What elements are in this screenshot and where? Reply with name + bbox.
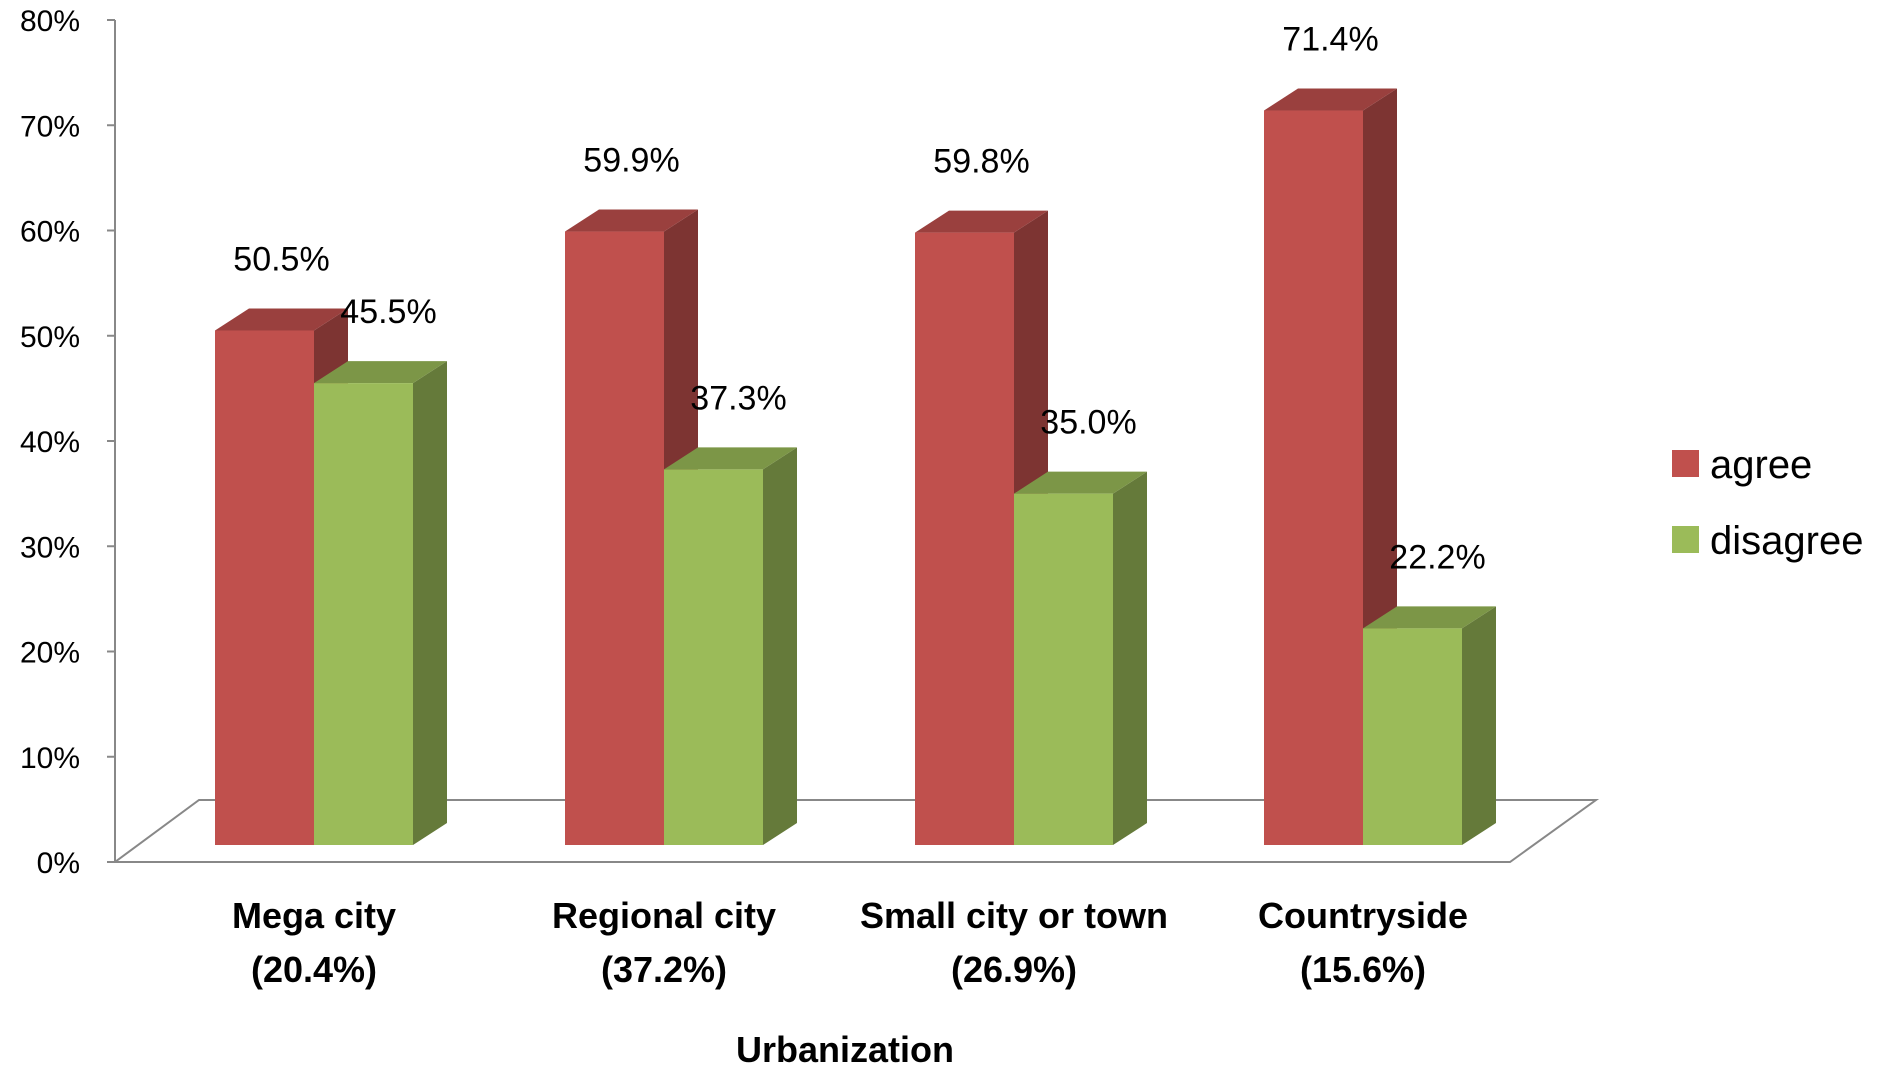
bar-agree <box>915 232 1014 846</box>
legend-label-agree: agree <box>1710 443 1812 487</box>
category-label: Countryside <box>1258 895 1468 936</box>
y-tick-label: 60% <box>20 216 80 249</box>
legend: agree disagree <box>1672 443 1863 563</box>
bar-disagree <box>314 383 413 845</box>
bar-top-disagree <box>1363 606 1496 629</box>
bar-disagree <box>1014 493 1113 845</box>
category-share-label: (26.9%) <box>951 949 1077 990</box>
bar-top-agree <box>1264 88 1397 111</box>
category-label: Small city or town <box>860 895 1168 936</box>
legend-label-disagree: disagree <box>1710 519 1863 563</box>
chart-floor <box>111 799 1600 863</box>
category-share-label: (15.6%) <box>1300 949 1426 990</box>
y-tick-label: 20% <box>20 637 80 670</box>
y-tick-label: 30% <box>20 531 80 564</box>
y-tick-label: 70% <box>20 110 80 143</box>
data-label-disagree: 35.0% <box>1040 404 1136 442</box>
bar-agree <box>1264 110 1363 845</box>
bar-disagree <box>664 469 763 845</box>
bar-agree <box>565 231 664 846</box>
category-label: Regional city <box>552 895 776 936</box>
x-axis-title: Urbanization <box>736 1029 954 1066</box>
bar-top-disagree <box>664 447 797 470</box>
legend-swatch-agree <box>1672 450 1699 477</box>
axes: 0% 10% 20% 30% 40% 50% 60% 70% 80% <box>20 5 116 880</box>
bar-side-disagree <box>763 447 797 845</box>
data-label-agree: 59.9% <box>583 142 679 180</box>
bar-side-disagree <box>1462 606 1496 845</box>
y-tick-label: 80% <box>20 5 80 38</box>
category-label: Mega city <box>232 895 396 936</box>
data-label-agree: 50.5% <box>233 240 329 278</box>
y-tick-label: 10% <box>20 742 80 775</box>
bar-top-disagree <box>314 361 447 384</box>
data-label-disagree: 37.3% <box>690 379 786 417</box>
data-labels: 50.5% 45.5% 59.9% 37.3% 59.8% 35.0% 71.4% 22.2% <box>233 21 1485 577</box>
bar-top-disagree <box>1014 471 1147 494</box>
y-tick-label: 50% <box>20 321 80 354</box>
y-tick-label: 40% <box>20 426 80 459</box>
bar-top-agree <box>915 210 1048 233</box>
category-share-label: (37.2%) <box>601 949 727 990</box>
bar-top-agree <box>565 209 698 232</box>
y-tick-label: 0% <box>37 847 80 880</box>
bar-side-disagree <box>1113 471 1147 845</box>
bar-side-disagree <box>413 361 447 845</box>
floor-plane <box>111 799 1600 863</box>
data-label-agree: 59.8% <box>933 143 1029 181</box>
category-share-label: (20.4%) <box>251 949 377 990</box>
data-label-disagree: 22.2% <box>1389 538 1485 576</box>
bar-disagree <box>1363 628 1462 845</box>
bar-top-agree <box>215 308 348 331</box>
bars <box>215 88 1496 846</box>
data-label-disagree: 45.5% <box>340 293 436 331</box>
data-label-agree: 71.4% <box>1282 21 1378 59</box>
legend-swatch-disagree <box>1672 526 1699 553</box>
category-labels: Mega city (20.4%) Regional city (37.2%) Smal… <box>232 895 1468 990</box>
bar-agree <box>215 330 314 845</box>
